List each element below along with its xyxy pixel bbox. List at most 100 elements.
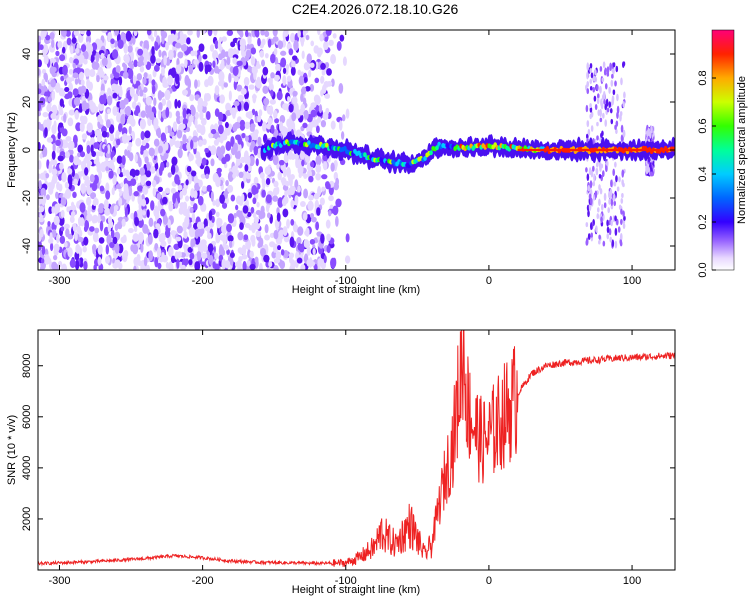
spectrogram-cell bbox=[148, 147, 155, 157]
spectrogram-cell bbox=[66, 37, 72, 46]
spectrogram-cell bbox=[310, 216, 317, 223]
spectrogram-cell bbox=[43, 91, 50, 97]
spectrogram-cell bbox=[260, 30, 265, 36]
spectrogram-cell bbox=[67, 247, 73, 258]
spectrogram-cell bbox=[156, 246, 162, 258]
colorbar-label: Normalized spectral amplitude bbox=[736, 76, 748, 224]
spectrogram-cell bbox=[226, 249, 230, 255]
spectrogram-cell bbox=[188, 115, 194, 123]
spectrogram-cell bbox=[206, 64, 212, 72]
spectrogram-cell bbox=[208, 210, 213, 221]
spectrogram-cell bbox=[198, 61, 204, 72]
spectrogram-cell bbox=[59, 109, 64, 116]
spectrogram-cell bbox=[92, 231, 99, 243]
spectrogram-cell bbox=[194, 228, 199, 239]
spectrogram-cell bbox=[107, 87, 112, 96]
spectrogram-cell bbox=[73, 155, 80, 166]
spectrogram-cell bbox=[89, 226, 95, 232]
spectrogram-cell bbox=[343, 145, 347, 151]
spectrogram-cell bbox=[120, 114, 126, 125]
spectrogram-cell bbox=[272, 30, 278, 37]
spectrogram-cell bbox=[116, 167, 121, 175]
spectrogram-cell bbox=[217, 80, 224, 87]
spectrogram-cell bbox=[74, 78, 79, 85]
spectrogram-cell bbox=[301, 50, 305, 60]
spectrogram-cell bbox=[589, 106, 593, 113]
spectrogram-cell bbox=[80, 184, 86, 194]
spectrogram-cell bbox=[317, 257, 324, 267]
spectrogram-cell bbox=[227, 171, 234, 182]
spectrogram-cell bbox=[290, 66, 296, 76]
spectrogram-cell bbox=[338, 82, 344, 94]
spectrogram-cell bbox=[212, 261, 216, 269]
spectrogram-cell bbox=[51, 150, 56, 160]
spectrogram-cell bbox=[326, 233, 331, 242]
spectrogram-cell bbox=[132, 233, 139, 242]
spectrogram-cell bbox=[621, 193, 624, 198]
spectrogram-cell bbox=[111, 164, 115, 172]
spectrogram-cell bbox=[324, 93, 331, 99]
spectrogram-cell bbox=[252, 211, 257, 218]
spectrogram-cell bbox=[103, 199, 109, 210]
spectrogram-cell bbox=[86, 186, 92, 196]
spectrogram-cell bbox=[330, 120, 336, 130]
spectrogram-cell bbox=[112, 236, 118, 245]
spectrogram-cell bbox=[122, 234, 127, 243]
spectrogram-cell bbox=[44, 127, 48, 138]
spectrogram-cell bbox=[185, 126, 191, 133]
spectrogram-cell bbox=[86, 196, 92, 206]
spectrogram-cell bbox=[115, 65, 121, 74]
spectrogram-cell bbox=[208, 254, 214, 266]
spectrogram-cell bbox=[228, 49, 234, 59]
spectrogram-cell bbox=[74, 260, 80, 270]
spectrogram-cell bbox=[94, 129, 101, 137]
spectrogram-cell bbox=[183, 243, 188, 251]
spectrogram-cell bbox=[122, 71, 129, 79]
spectrogram-cell bbox=[90, 54, 95, 64]
spectrogram-cell bbox=[169, 138, 174, 147]
spectrogram-cell bbox=[124, 206, 129, 218]
spectrogram-cell bbox=[616, 111, 619, 119]
spectrogram-cell bbox=[102, 57, 108, 67]
spectrogram-cell bbox=[86, 144, 91, 154]
spectrogram-cell bbox=[587, 233, 591, 241]
spectrogram-cell bbox=[260, 205, 265, 215]
spectrogram-x-tick-label: -100 bbox=[335, 275, 357, 287]
spectrogram-cell bbox=[154, 257, 159, 268]
spectrogram-cell bbox=[257, 136, 262, 146]
spectrogram-cell bbox=[602, 61, 606, 69]
spectrogram-cell bbox=[93, 142, 100, 150]
spectrogram-cell bbox=[168, 202, 174, 212]
spectrogram-cell bbox=[134, 175, 139, 181]
spectrogram-cell bbox=[614, 161, 617, 168]
spectrogram-cell bbox=[206, 184, 212, 192]
spectrogram-cell bbox=[242, 60, 247, 66]
spectrogram-cell bbox=[319, 33, 324, 42]
spectrogram-cell bbox=[319, 197, 325, 206]
spectrogram-cell bbox=[296, 257, 303, 264]
spectrogram-cell bbox=[63, 113, 67, 123]
spectrogram-cell bbox=[308, 69, 312, 78]
spectrogram-cell bbox=[202, 138, 207, 146]
spectrogram-cell bbox=[42, 173, 46, 180]
spectrogram-cell bbox=[273, 110, 278, 119]
spectrogram-cell bbox=[212, 200, 216, 206]
spectrogram-cell bbox=[302, 122, 308, 129]
spectrogram-cell bbox=[83, 58, 88, 65]
spectrogram-cell bbox=[609, 188, 613, 197]
spectrogram-cell bbox=[285, 64, 290, 70]
spectrogram-cell bbox=[201, 185, 207, 192]
spectrogram-cell bbox=[304, 85, 311, 92]
spectrogram-cell bbox=[105, 190, 111, 200]
colorbar-tick-label: 0.0 bbox=[697, 262, 709, 277]
spectrogram-cell bbox=[239, 222, 244, 230]
spectrogram-cell bbox=[38, 141, 41, 151]
snr-x-tick-label: 100 bbox=[623, 575, 641, 587]
spectrogram-cell bbox=[234, 261, 240, 268]
spectrogram-cell bbox=[188, 64, 194, 75]
spectrogram-cell bbox=[81, 115, 88, 125]
spectrogram-cell bbox=[158, 145, 163, 154]
spectrogram-cell bbox=[300, 264, 306, 270]
spectrogram-cell bbox=[621, 170, 625, 175]
spectrogram-cell bbox=[224, 244, 229, 251]
